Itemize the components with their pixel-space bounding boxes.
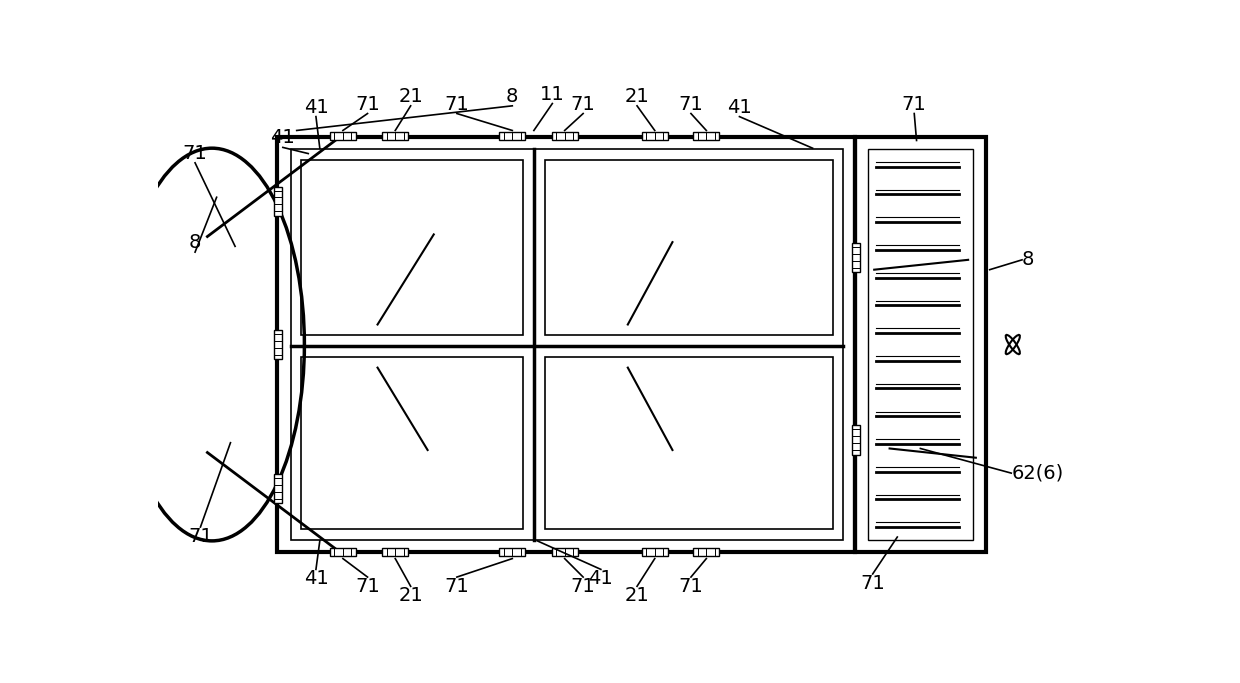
Text: 71: 71 [188, 527, 213, 546]
Text: 21: 21 [398, 586, 423, 605]
Bar [301, 160, 523, 335]
Bar [274, 330, 281, 359]
Text: 71: 71 [678, 577, 703, 596]
Bar [544, 357, 832, 529]
Text: 71: 71 [355, 577, 379, 596]
Bar [500, 132, 526, 140]
Text: 8: 8 [506, 87, 518, 106]
Bar [641, 548, 668, 555]
Bar [852, 243, 859, 272]
Text: 41: 41 [589, 570, 614, 588]
Text: 71: 71 [570, 577, 595, 596]
Text: 8: 8 [1022, 251, 1034, 269]
Bar [552, 132, 578, 140]
Text: 71: 71 [901, 94, 926, 113]
Bar [301, 357, 523, 529]
Text: 41: 41 [304, 570, 329, 588]
Bar [544, 160, 832, 335]
Bar [641, 132, 668, 140]
Bar [552, 548, 578, 555]
Text: 71: 71 [444, 94, 469, 113]
Text: 21: 21 [625, 586, 650, 605]
Bar [290, 149, 843, 540]
Bar [868, 149, 972, 540]
Text: 71: 71 [355, 94, 379, 113]
Bar [852, 426, 859, 455]
Text: 71: 71 [861, 574, 885, 593]
Bar [382, 548, 408, 555]
Text: 41: 41 [727, 98, 751, 117]
Bar [693, 548, 719, 555]
Bar [330, 132, 356, 140]
Text: 41: 41 [270, 128, 295, 148]
Bar [382, 132, 408, 140]
Text: 21: 21 [625, 87, 650, 106]
Text: 8: 8 [188, 233, 201, 252]
Text: 21: 21 [398, 87, 423, 106]
Text: 71: 71 [678, 94, 703, 113]
Text: 71: 71 [182, 144, 207, 163]
Text: 62(6): 62(6) [1012, 464, 1064, 483]
Bar [274, 474, 281, 503]
Text: 71: 71 [444, 577, 469, 596]
Text: 71: 71 [570, 94, 595, 113]
Bar [274, 186, 281, 216]
Bar [500, 548, 526, 555]
Bar [330, 548, 356, 555]
Bar [854, 137, 986, 553]
Text: 41: 41 [304, 98, 329, 117]
Bar [693, 132, 719, 140]
Text: 11: 11 [539, 85, 564, 104]
Bar [278, 137, 854, 553]
